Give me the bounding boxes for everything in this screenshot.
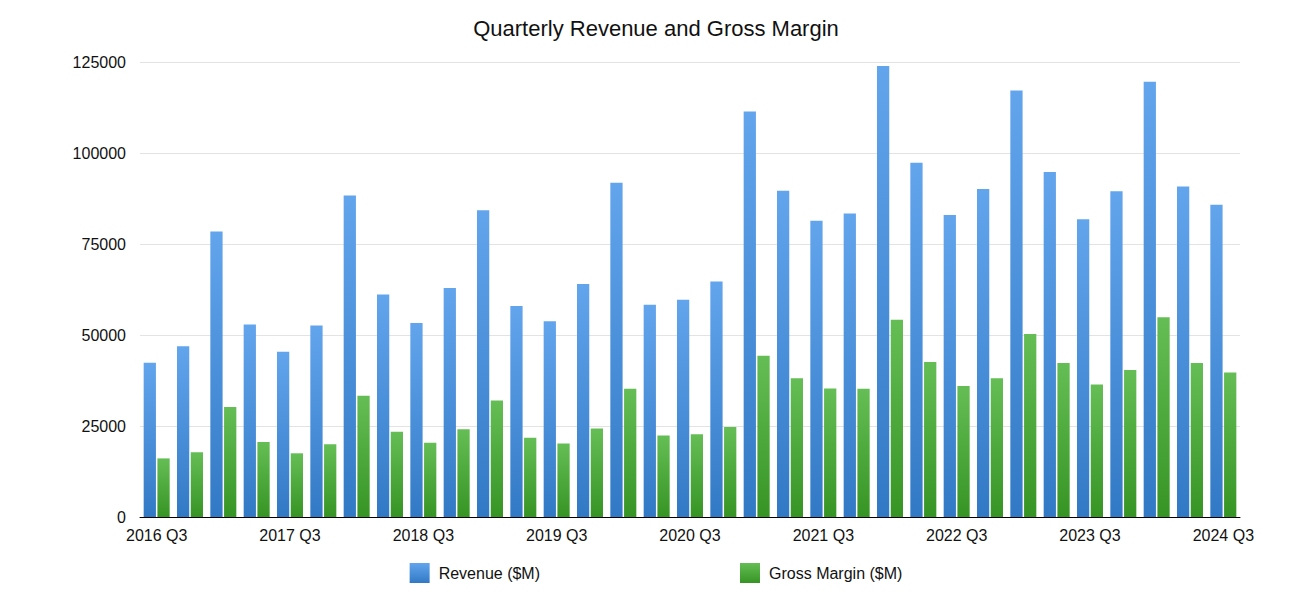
svg-text:25000: 25000 xyxy=(82,418,127,435)
svg-text:2020 Q3: 2020 Q3 xyxy=(659,527,720,544)
svg-text:125000: 125000 xyxy=(73,54,126,71)
svg-text:2018 Q3: 2018 Q3 xyxy=(393,527,454,544)
svg-text:2016 Q3: 2016 Q3 xyxy=(126,527,187,544)
svg-text:50000: 50000 xyxy=(82,327,127,344)
svg-text:2023 Q3: 2023 Q3 xyxy=(1059,527,1120,544)
svg-text:Revenue ($M): Revenue ($M) xyxy=(439,565,540,582)
svg-text:2022 Q3: 2022 Q3 xyxy=(926,527,987,544)
svg-text:Quarterly Revenue and Gross Ma: Quarterly Revenue and Gross Margin xyxy=(473,16,839,41)
svg-text:2017 Q3: 2017 Q3 xyxy=(259,527,320,544)
svg-text:100000: 100000 xyxy=(73,145,126,162)
svg-text:Gross Margin ($M): Gross Margin ($M) xyxy=(769,565,902,582)
svg-text:2021 Q3: 2021 Q3 xyxy=(793,527,854,544)
svg-text:75000: 75000 xyxy=(82,236,127,253)
svg-text:2019 Q3: 2019 Q3 xyxy=(526,527,587,544)
svg-text:2024 Q3: 2024 Q3 xyxy=(1193,527,1254,544)
svg-text:0: 0 xyxy=(117,509,126,526)
